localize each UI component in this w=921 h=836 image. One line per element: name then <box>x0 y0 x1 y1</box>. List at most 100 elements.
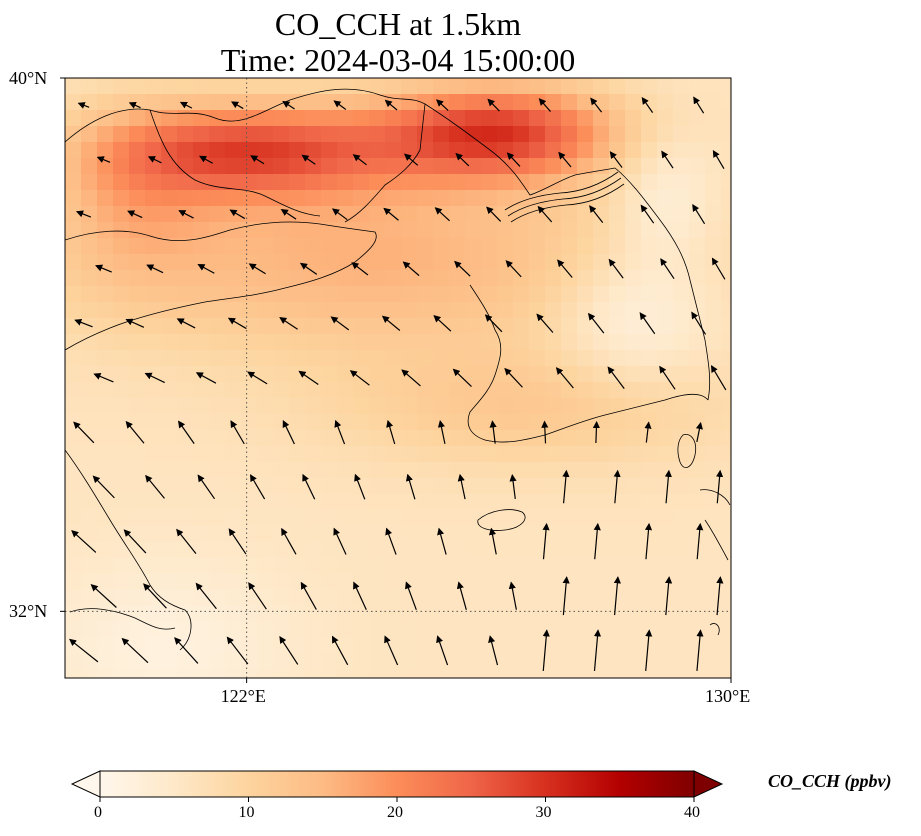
wind-arrow <box>402 261 420 277</box>
field-cell <box>465 574 482 591</box>
field-cell <box>497 622 514 639</box>
field-cell <box>513 190 530 207</box>
field-cell <box>241 430 258 447</box>
field-cell <box>497 302 514 319</box>
field-cell <box>369 94 386 111</box>
field-cell <box>225 542 242 559</box>
field-cell <box>481 542 498 559</box>
field-cell <box>481 590 498 607</box>
field-cell <box>385 222 402 239</box>
field-cell <box>97 526 114 543</box>
wind-arrow <box>384 99 398 111</box>
field-cell <box>465 302 482 319</box>
field-cell <box>609 302 626 319</box>
field-cell <box>129 494 146 511</box>
field-cell <box>353 238 370 255</box>
field-cell <box>577 78 594 95</box>
field-cell <box>385 622 402 639</box>
field-cell <box>497 446 514 463</box>
field-cell <box>145 238 162 255</box>
field-cell <box>113 158 130 175</box>
field-cell <box>641 366 658 383</box>
field-cell <box>609 158 626 175</box>
field-cell <box>337 398 354 415</box>
field-cell <box>193 78 210 95</box>
field-cell <box>625 542 642 559</box>
field-cell <box>609 558 626 575</box>
wind-arrow <box>436 99 449 111</box>
field-cell <box>577 542 594 559</box>
field-cell <box>689 398 706 415</box>
field-cell <box>673 350 690 367</box>
field-cell <box>721 334 731 351</box>
field-cell <box>641 334 658 351</box>
field-cell <box>625 398 642 415</box>
field-cell <box>273 350 290 367</box>
wind-arrow <box>128 102 141 109</box>
field-cell <box>81 302 98 319</box>
field-cell <box>529 478 546 495</box>
field-cell <box>433 574 450 591</box>
wind-arrow <box>384 635 399 666</box>
field-cell <box>417 606 434 623</box>
field-cell <box>561 222 578 239</box>
field-cell <box>369 478 386 495</box>
field-cell <box>129 542 146 559</box>
field-cell <box>241 590 258 607</box>
field-cell <box>593 478 610 495</box>
field-cell <box>609 526 626 543</box>
field-cell <box>673 286 690 303</box>
wind-arrow <box>542 629 550 672</box>
lon-tick-label-122: 122°E <box>220 686 266 706</box>
wind-arrow <box>77 102 90 109</box>
field-cell <box>449 670 466 678</box>
field-cell <box>65 190 82 207</box>
field-cell <box>417 78 434 95</box>
field-cell <box>385 654 402 671</box>
field-cell <box>433 462 450 479</box>
field-cell <box>81 446 98 463</box>
field-cell <box>337 318 354 335</box>
field-cell <box>417 478 434 495</box>
field-cell <box>417 638 434 655</box>
field-cell <box>369 606 386 623</box>
field-cell <box>689 334 706 351</box>
field-cell <box>577 414 594 431</box>
field-cell <box>177 158 194 175</box>
field-cell <box>129 78 146 95</box>
field-cell <box>465 494 482 511</box>
field-cell <box>545 638 562 655</box>
colorbar-tick-label-0: 0 <box>94 804 102 821</box>
field-cell <box>417 414 434 431</box>
wind-arrow <box>506 152 521 167</box>
field-cell <box>81 270 98 287</box>
field-cell <box>417 286 434 303</box>
field-cell <box>193 478 210 495</box>
field-cell <box>65 142 82 159</box>
field-cell <box>481 126 498 143</box>
field-cell <box>97 478 114 495</box>
field-cell <box>401 446 418 463</box>
field-cell <box>97 382 114 399</box>
field-cell <box>625 622 642 639</box>
field-cell <box>497 94 514 111</box>
field-cell <box>353 670 370 678</box>
field-cell <box>225 222 242 239</box>
field-cell <box>673 670 690 678</box>
field-cell <box>433 110 450 127</box>
field-cell <box>721 318 731 335</box>
field-cell <box>641 462 658 479</box>
field-cell <box>177 238 194 255</box>
field-cell <box>401 206 418 223</box>
field-cell <box>161 638 178 655</box>
field-cell <box>481 670 498 678</box>
field-cell <box>385 670 402 678</box>
field-cell <box>705 430 722 447</box>
field-cell <box>65 254 82 271</box>
field-cell <box>641 222 658 239</box>
field-cell <box>705 126 722 143</box>
field-cell <box>705 446 722 463</box>
field-cell <box>497 190 514 207</box>
field-cell <box>625 638 642 655</box>
field-cell <box>401 286 418 303</box>
